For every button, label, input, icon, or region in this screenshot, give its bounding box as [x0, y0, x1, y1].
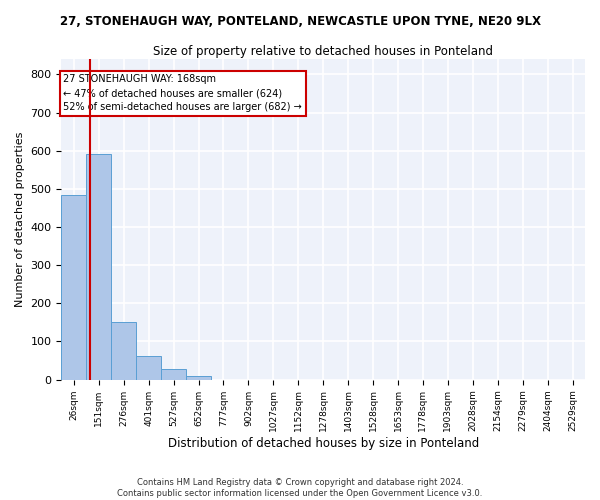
- Title: Size of property relative to detached houses in Ponteland: Size of property relative to detached ho…: [153, 45, 493, 58]
- Bar: [61, 194, 86, 380]
- Bar: [136, 356, 161, 380]
- Text: Contains HM Land Registry data © Crown copyright and database right 2024.
Contai: Contains HM Land Registry data © Crown c…: [118, 478, 482, 498]
- Text: 27, STONEHAUGH WAY, PONTELAND, NEWCASTLE UPON TYNE, NE20 9LX: 27, STONEHAUGH WAY, PONTELAND, NEWCASTLE…: [59, 15, 541, 28]
- Text: 27 STONEHAUGH WAY: 168sqm
← 47% of detached houses are smaller (624)
52% of semi: 27 STONEHAUGH WAY: 168sqm ← 47% of detac…: [64, 74, 302, 112]
- Bar: [186, 376, 211, 380]
- Bar: [86, 154, 111, 380]
- X-axis label: Distribution of detached houses by size in Ponteland: Distribution of detached houses by size …: [167, 437, 479, 450]
- Bar: [111, 322, 136, 380]
- Y-axis label: Number of detached properties: Number of detached properties: [15, 132, 25, 307]
- Bar: [161, 369, 186, 380]
